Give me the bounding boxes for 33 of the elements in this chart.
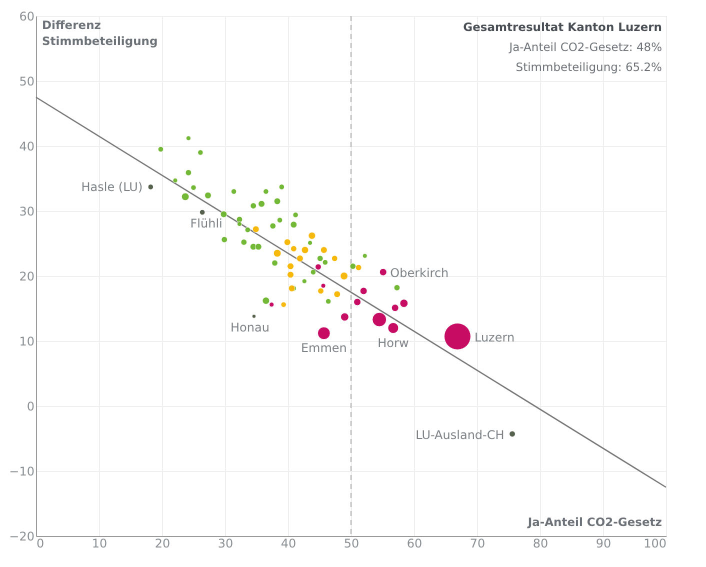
y-tick-label: 10	[19, 334, 34, 348]
x-tick-label: 20	[154, 536, 170, 550]
x-tick-label: 10	[92, 536, 108, 550]
annotation: Luzern	[474, 330, 515, 344]
annotation: LU-Ausland-CH	[416, 428, 504, 442]
y-tick-label: 20	[19, 270, 34, 284]
annotation: Flühli	[190, 216, 222, 230]
x-tick-label: 70	[470, 536, 486, 550]
x-tick-label: 60	[406, 536, 422, 550]
x-axis-title: Ja-Anteil CO2-Gesetz	[526, 515, 662, 529]
x-tick-label: 40	[280, 536, 296, 550]
annotation: Horw	[378, 336, 409, 350]
x-tick-label: 0	[36, 536, 44, 550]
x-tick-label: 90	[596, 536, 612, 550]
annotation: Honau	[230, 320, 270, 334]
y-tick-label: −10	[9, 464, 34, 478]
x-tick-label: 80	[532, 536, 548, 550]
y-tick-label: 0	[26, 400, 34, 414]
y-tick-label: 40	[19, 140, 34, 154]
x-tick-label: 50	[344, 536, 360, 550]
annotation: Gesamtresultat Kanton Luzern	[463, 20, 662, 34]
annotation: Stimmbeteiligung: 65.2%	[516, 60, 662, 74]
annotation: Oberkirch	[390, 266, 449, 280]
x-tick-label: 100	[644, 536, 666, 550]
y-tick-label: −20	[9, 530, 34, 544]
y-tick-label: 30	[19, 204, 34, 218]
y-tick-label: 50	[19, 74, 34, 88]
y-axis-title: Differenz Stimmbeteiligung	[42, 18, 158, 48]
annotation: Emmen	[300, 341, 347, 356]
x-tick-label: 30	[218, 536, 234, 550]
y-tick-label: 60	[19, 10, 34, 24]
annotation: Ja-Anteil CO2-Gesetz: 48%	[508, 40, 662, 54]
annotation: Hasle (LU)	[81, 180, 143, 194]
